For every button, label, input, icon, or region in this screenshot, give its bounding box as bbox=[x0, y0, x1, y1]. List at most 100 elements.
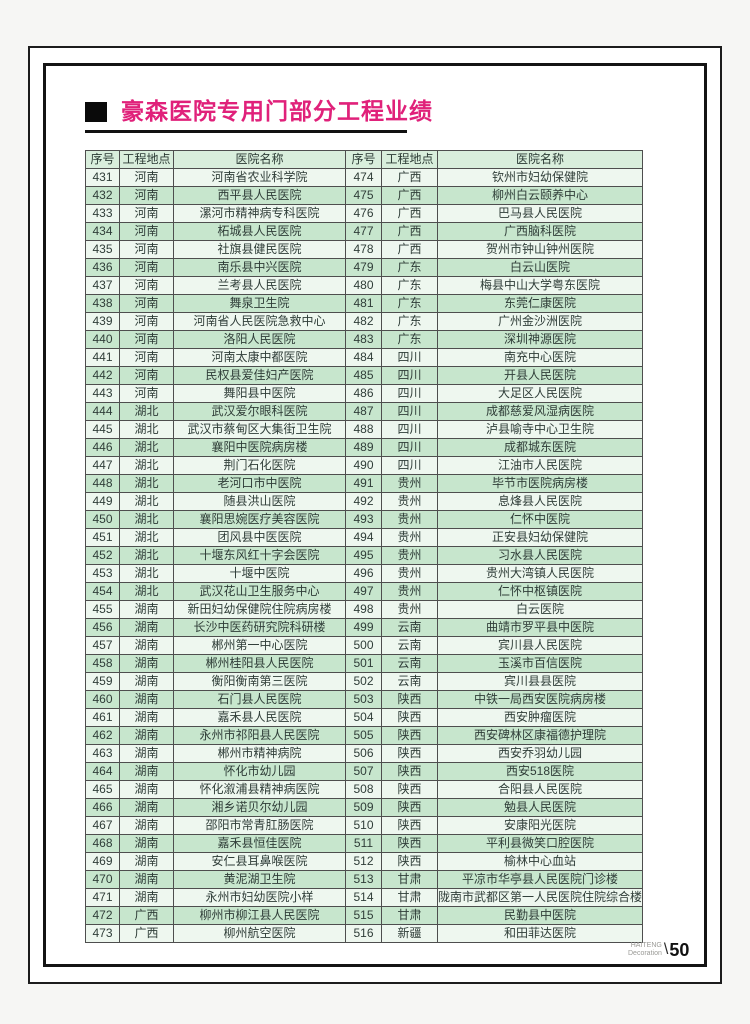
table-row: 436 河南 南乐县中兴医院 bbox=[85, 258, 346, 277]
cell-serial: 446 bbox=[85, 438, 120, 457]
cell-hospital: 白云医院 bbox=[436, 600, 644, 619]
table-row: 490 四川 江油市人民医院 bbox=[345, 456, 644, 475]
cell-hospital: 西安肿瘤医院 bbox=[436, 708, 644, 727]
cell-serial: 471 bbox=[85, 888, 120, 907]
cell-serial: 473 bbox=[85, 924, 120, 943]
cell-serial: 507 bbox=[345, 762, 382, 781]
cell-hospital: 邵阳市常青肛肠医院 bbox=[173, 816, 346, 835]
cell-hospital: 成都慈爱风湿病医院 bbox=[436, 402, 644, 421]
cell-serial: 458 bbox=[85, 654, 120, 673]
cell-location: 湖北 bbox=[119, 546, 174, 565]
cell-hospital: 开县人民医院 bbox=[436, 366, 644, 385]
cell-hospital: 襄阳中医院病房楼 bbox=[173, 438, 346, 457]
cell-hospital: 西安518医院 bbox=[436, 762, 644, 781]
cell-hospital: 舞泉卫生院 bbox=[173, 294, 346, 313]
table-row: 464 湖南 怀化市幼儿园 bbox=[85, 762, 346, 781]
cell-location: 四川 bbox=[381, 438, 438, 457]
cell-serial: 493 bbox=[345, 510, 382, 529]
cell-serial: 490 bbox=[345, 456, 382, 475]
cell-location: 湖南 bbox=[119, 852, 174, 871]
cell-hospital: 河南省农业科学院 bbox=[173, 168, 346, 187]
table-row: 516 新疆 和田菲达医院 bbox=[345, 924, 644, 943]
cell-serial: 447 bbox=[85, 456, 120, 475]
cell-location: 陕西 bbox=[381, 744, 438, 763]
cell-serial: 506 bbox=[345, 744, 382, 763]
cell-location: 湖南 bbox=[119, 888, 174, 907]
cell-hospital: 永州市妇幼医院小样 bbox=[173, 888, 346, 907]
cell-hospital: 陇南市武都区第一人民医院住院综合楼 bbox=[436, 888, 644, 907]
cell-hospital: 成都城东医院 bbox=[436, 438, 644, 457]
cell-location: 河南 bbox=[119, 204, 174, 223]
cell-hospital: 湘乡诺贝尔幼儿园 bbox=[173, 798, 346, 817]
cell-location: 河南 bbox=[119, 222, 174, 241]
cell-location: 河南 bbox=[119, 384, 174, 403]
footer-brand-line1: HAITENG bbox=[630, 942, 662, 949]
cell-serial: 509 bbox=[345, 798, 382, 817]
cell-serial: 434 bbox=[85, 222, 120, 241]
cell-location: 贵州 bbox=[381, 600, 438, 619]
table-row: 503 陕西 中铁一局西安医院病房楼 bbox=[345, 690, 644, 709]
cell-location: 湖北 bbox=[119, 582, 174, 601]
table-row: 511 陕西 平利县微笑口腔医院 bbox=[345, 834, 644, 853]
footer-brand: HAITENG Decoration bbox=[628, 942, 662, 958]
cell-serial: 500 bbox=[345, 636, 382, 655]
cell-hospital: 南充中心医院 bbox=[436, 348, 644, 367]
projects-tables: 序号 工程地点 医院名称 431 河南 河南省农业科学院 432 河南 西平县人民医院 43… bbox=[85, 150, 644, 943]
cell-hospital: 武汉市蔡甸区大集街卫生院 bbox=[173, 420, 346, 439]
table-row: 499 云南 曲靖市罗平县中医院 bbox=[345, 618, 644, 637]
table-row: 492 贵州 息烽县人民医院 bbox=[345, 492, 644, 511]
table-row: 456 湖南 长沙中医药研究院科研楼 bbox=[85, 618, 346, 637]
cell-hospital: 随县洪山医院 bbox=[173, 492, 346, 511]
table-row: 441 河南 河南太康中都医院 bbox=[85, 348, 346, 367]
cell-serial: 432 bbox=[85, 186, 120, 205]
table-row: 482 广东 广州金沙洲医院 bbox=[345, 312, 644, 331]
cell-hospital: 仁怀中枢镇医院 bbox=[436, 582, 644, 601]
table-row: 447 湖北 荆门石化医院 bbox=[85, 456, 346, 475]
cell-location: 陕西 bbox=[381, 780, 438, 799]
cell-location: 贵州 bbox=[381, 546, 438, 565]
cell-hospital: 习水县人民医院 bbox=[436, 546, 644, 565]
cell-serial: 451 bbox=[85, 528, 120, 547]
cell-hospital: 贵州大湾镇人民医院 bbox=[436, 564, 644, 583]
table-row: 496 贵州 贵州大湾镇人民医院 bbox=[345, 564, 644, 583]
table-row: 481 广东 东莞仁康医院 bbox=[345, 294, 644, 313]
cell-location: 河南 bbox=[119, 312, 174, 331]
cell-location: 四川 bbox=[381, 384, 438, 403]
table-row: 437 河南 兰考县人民医院 bbox=[85, 276, 346, 295]
table-row: 501 云南 玉溪市百信医院 bbox=[345, 654, 644, 673]
cell-location: 河南 bbox=[119, 366, 174, 385]
cell-serial: 502 bbox=[345, 672, 382, 691]
table-row: 445 湖北 武汉市蔡甸区大集街卫生院 bbox=[85, 420, 346, 439]
cell-location: 广西 bbox=[381, 186, 438, 205]
cell-serial: 468 bbox=[85, 834, 120, 853]
cell-serial: 440 bbox=[85, 330, 120, 349]
cell-serial: 496 bbox=[345, 564, 382, 583]
table-row: 504 陕西 西安肿瘤医院 bbox=[345, 708, 644, 727]
table-row: 469 湖南 安仁县耳鼻喉医院 bbox=[85, 852, 346, 871]
cell-location: 广西 bbox=[119, 906, 174, 925]
table-row: 448 湖北 老河口市中医院 bbox=[85, 474, 346, 493]
cell-hospital: 榆林中心血站 bbox=[436, 852, 644, 871]
cell-serial: 516 bbox=[345, 924, 382, 943]
table-row: 483 广东 深圳神源医院 bbox=[345, 330, 644, 349]
cell-serial: 508 bbox=[345, 780, 382, 799]
cell-location: 贵州 bbox=[381, 474, 438, 493]
table-row: 458 湖南 郴州桂阳县人民医院 bbox=[85, 654, 346, 673]
cell-hospital: 河南太康中都医院 bbox=[173, 348, 346, 367]
cell-serial: 499 bbox=[345, 618, 382, 637]
table-row: 515 甘肃 民勤县中医院 bbox=[345, 906, 644, 925]
cell-hospital: 安仁县耳鼻喉医院 bbox=[173, 852, 346, 871]
cell-location: 陕西 bbox=[381, 834, 438, 853]
cell-serial: 477 bbox=[345, 222, 382, 241]
cell-location: 河南 bbox=[119, 276, 174, 295]
column-header-hospital: 医院名称 bbox=[173, 150, 346, 169]
cell-location: 四川 bbox=[381, 420, 438, 439]
cell-serial: 445 bbox=[85, 420, 120, 439]
table-row: 491 贵州 毕节市医院病房楼 bbox=[345, 474, 644, 493]
cell-location: 湖北 bbox=[119, 402, 174, 421]
cell-serial: 489 bbox=[345, 438, 382, 457]
cell-location: 湖南 bbox=[119, 618, 174, 637]
cell-location: 湖北 bbox=[119, 510, 174, 529]
table-row: 488 四川 泸县喻寺中心卫生院 bbox=[345, 420, 644, 439]
cell-serial: 511 bbox=[345, 834, 382, 853]
